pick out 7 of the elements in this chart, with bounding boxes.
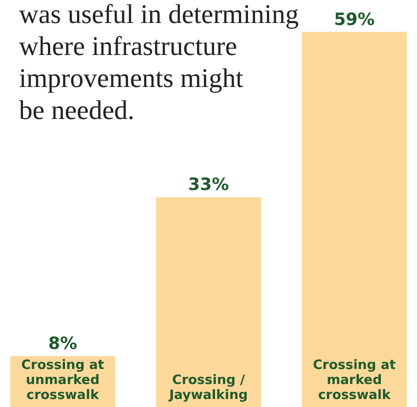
text: was useful in determining where infrastructure improvements might be needed.	[19, 0, 299, 125]
data-label: 59%	[334, 10, 375, 30]
data-label: 8%	[48, 334, 78, 354]
x-tick-label: Crossing at marked crosswalk	[312, 358, 396, 403]
x-tick-label: Crossing / Jaywalking	[168, 373, 248, 403]
x-tick-label: Crossing at unmarked crosswalk	[21, 358, 104, 403]
data-label: 33%	[188, 175, 229, 196]
